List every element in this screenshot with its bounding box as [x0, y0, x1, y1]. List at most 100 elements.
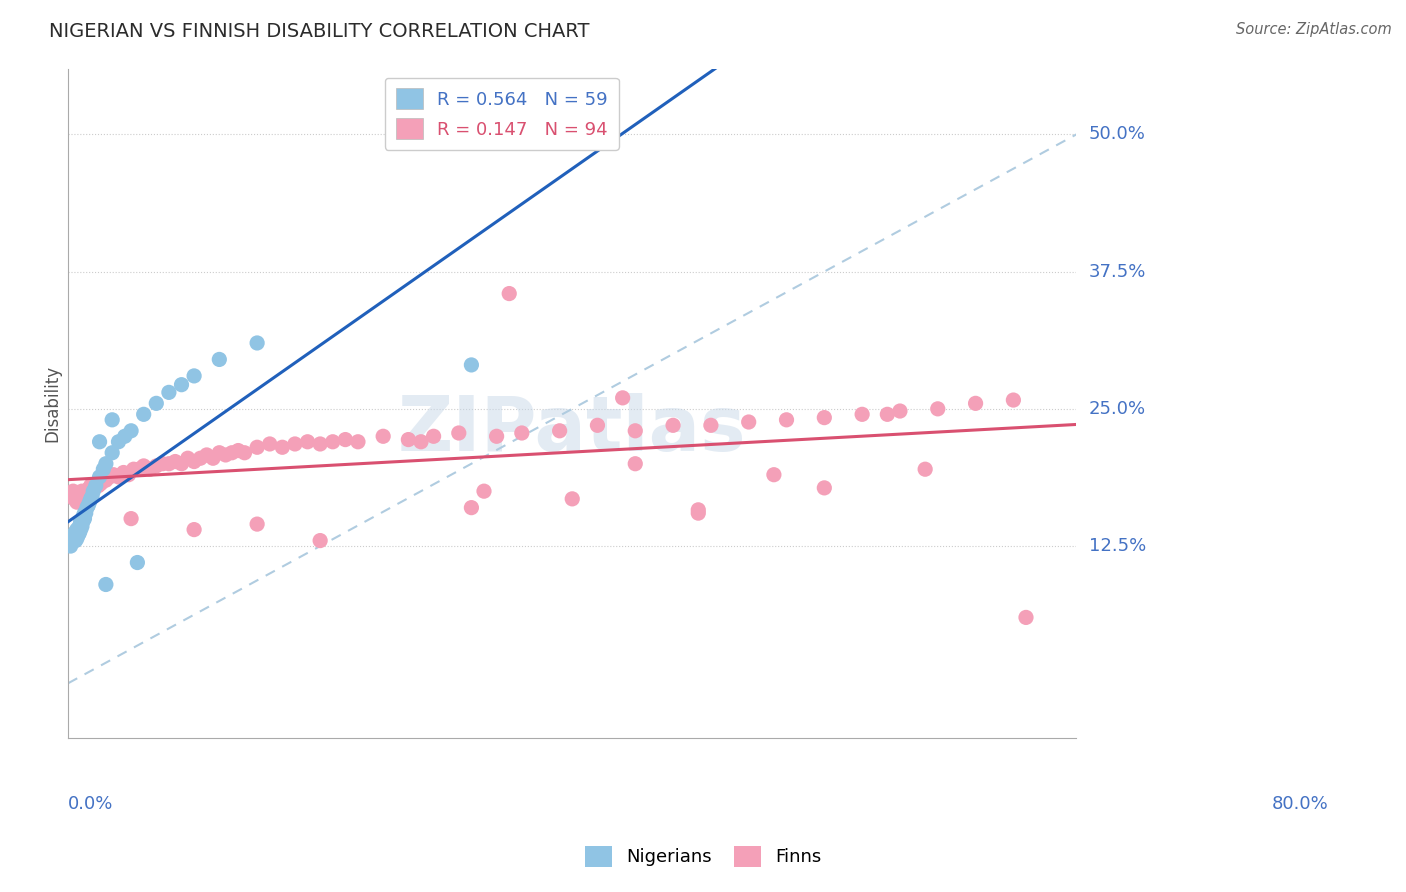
Point: [80, 490, 103, 504]
Point: [309, 437, 332, 451]
Point: [73, 491, 96, 506]
Point: [202, 451, 225, 466]
Point: [221, 446, 243, 460]
Point: [510, 425, 533, 440]
Point: [208, 352, 231, 367]
Point: [624, 457, 647, 471]
Point: [738, 415, 761, 429]
Point: [128, 462, 150, 476]
Point: [548, 424, 571, 438]
Point: [69, 523, 91, 537]
Point: [813, 410, 835, 425]
Point: [67, 519, 90, 533]
Point: [183, 368, 205, 383]
Point: [84, 476, 107, 491]
Point: [67, 524, 90, 539]
Point: [688, 506, 710, 520]
Point: [214, 448, 236, 462]
Point: [60, 490, 83, 504]
Text: 80.0%: 80.0%: [1272, 795, 1329, 814]
Point: [79, 495, 101, 509]
Point: [132, 407, 155, 421]
Point: [73, 506, 96, 520]
Point: [145, 458, 167, 473]
Text: NIGERIAN VS FINNISH DISABILITY CORRELATION CHART: NIGERIAN VS FINNISH DISABILITY CORRELATI…: [49, 22, 589, 41]
Point: [101, 413, 124, 427]
Point: [63, 491, 86, 506]
Point: [965, 396, 987, 410]
Point: [165, 454, 187, 468]
Point: [259, 437, 281, 451]
Point: [101, 446, 124, 460]
Point: [472, 484, 495, 499]
Point: [77, 484, 100, 499]
Point: [183, 523, 205, 537]
Point: [69, 490, 91, 504]
Point: [335, 433, 357, 447]
Point: [624, 424, 647, 438]
Point: [190, 451, 212, 466]
Y-axis label: Disability: Disability: [44, 365, 60, 442]
Point: [246, 440, 269, 454]
Point: [67, 523, 90, 537]
Point: [79, 481, 101, 495]
Point: [347, 434, 370, 449]
Point: [94, 473, 117, 487]
Point: [152, 457, 174, 471]
Point: [77, 499, 100, 513]
Point: [60, 533, 83, 548]
Point: [561, 491, 583, 506]
Point: [70, 519, 93, 533]
Point: [70, 484, 93, 499]
Point: [120, 511, 142, 525]
Point: [586, 418, 609, 433]
Point: [76, 490, 98, 504]
Point: [62, 532, 84, 546]
Point: [612, 391, 634, 405]
Point: [93, 462, 115, 476]
Text: 0.0%: 0.0%: [67, 795, 114, 814]
Point: [67, 523, 90, 537]
Point: [80, 491, 103, 506]
Point: [82, 484, 104, 499]
Point: [62, 528, 84, 542]
Legend: Nigerians, Finns: Nigerians, Finns: [578, 838, 828, 874]
Point: [226, 443, 249, 458]
Point: [876, 407, 898, 421]
Point: [447, 425, 470, 440]
Point: [775, 413, 797, 427]
Point: [297, 434, 319, 449]
Point: [103, 467, 125, 482]
Point: [94, 577, 117, 591]
Point: [170, 377, 193, 392]
Point: [93, 473, 115, 487]
Point: [60, 535, 83, 549]
Point: [72, 509, 94, 524]
Point: [195, 448, 218, 462]
Point: [98, 470, 121, 484]
Point: [69, 517, 91, 532]
Point: [157, 385, 180, 400]
Point: [460, 358, 482, 372]
Point: [90, 476, 112, 491]
Point: [75, 506, 97, 520]
Point: [233, 446, 256, 460]
Point: [246, 517, 269, 532]
Text: 50.0%: 50.0%: [1088, 126, 1146, 144]
Point: [409, 434, 432, 449]
Point: [84, 478, 107, 492]
Text: Source: ZipAtlas.com: Source: ZipAtlas.com: [1236, 22, 1392, 37]
Point: [271, 440, 294, 454]
Point: [460, 500, 482, 515]
Point: [87, 478, 110, 492]
Point: [183, 454, 205, 468]
Point: [284, 437, 307, 451]
Point: [132, 458, 155, 473]
Point: [65, 530, 87, 544]
Point: [422, 429, 444, 443]
Point: [107, 470, 129, 484]
Point: [66, 523, 89, 537]
Point: [662, 418, 685, 433]
Point: [72, 487, 94, 501]
Point: [914, 462, 936, 476]
